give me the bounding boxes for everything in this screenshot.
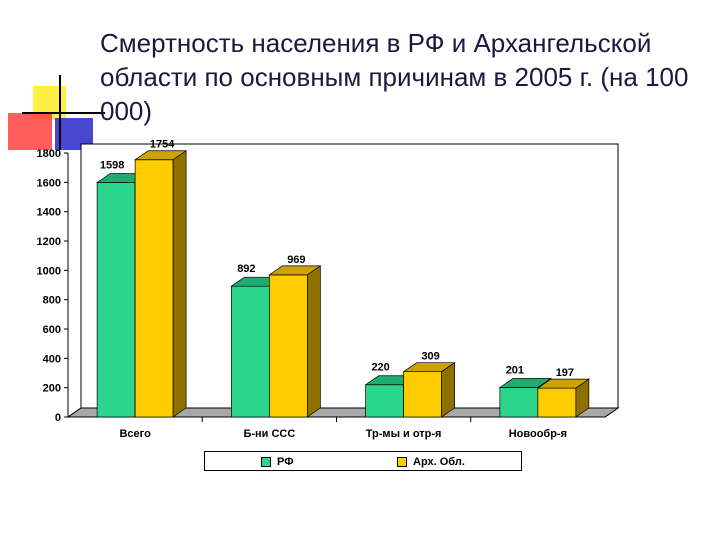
bar-front — [134, 159, 174, 418]
y-tick-label: 200 — [43, 383, 61, 395]
bar-front — [537, 387, 577, 418]
slide-title: Смертность населения в РФ и Архангельско… — [100, 28, 689, 126]
bar-front — [231, 285, 270, 418]
data-label: 969 — [287, 254, 305, 266]
data-label: 201 — [506, 365, 524, 377]
decorative-corner-squares — [8, 75, 105, 150]
chart-axes: 0 200 400 600 800 1000 1200 1400 1600 1800 Всего Б-… — [37, 143, 620, 440]
data-label: 892 — [237, 263, 255, 275]
bar-series-2 — [134, 150, 188, 418]
bar-series-2 — [268, 265, 322, 418]
legend-swatch-series-1 — [261, 457, 271, 467]
y-tick-label: 1000 — [37, 265, 61, 277]
chart-bars: 1598 1754 892 969 220 309 201 197 — [96, 139, 590, 418]
data-label: 1598 — [100, 160, 124, 172]
y-tick-label: 1400 — [37, 207, 61, 219]
x-category-label: Тр-мы и отр-я — [366, 428, 442, 440]
legend-label-series-2: Арх. Обл. — [413, 456, 465, 468]
y-tick-label: 1600 — [37, 177, 61, 189]
bar-front — [269, 274, 308, 418]
legend: РФ Арх. Обл. — [204, 451, 522, 471]
bar-front — [499, 387, 539, 418]
data-label: 197 — [556, 367, 574, 379]
bar-side — [307, 265, 321, 418]
bar-front — [403, 371, 442, 418]
bar-front — [365, 384, 404, 418]
y-tick-label: 800 — [43, 295, 61, 307]
y-tick-label: 600 — [43, 324, 61, 336]
data-label: 309 — [421, 351, 439, 363]
bar-front — [96, 182, 136, 418]
x-category-label: Б-ни ССС — [243, 428, 295, 440]
legend-item-series-1: РФ — [261, 455, 294, 469]
bar-side — [172, 150, 187, 418]
legend-swatch-series-2 — [397, 457, 407, 467]
legend-item-series-2: Арх. Обл. — [397, 455, 465, 469]
bar-series-2 — [536, 378, 590, 418]
deco-red-square — [8, 113, 52, 150]
y-tick-label: 0 — [55, 412, 61, 424]
bar-side — [441, 362, 455, 418]
x-category-label: Всего — [119, 428, 151, 440]
x-category-label: Новообр-я — [509, 428, 567, 440]
y-tick-label: 1200 — [37, 236, 61, 248]
bar-side — [575, 378, 590, 418]
data-label: 1754 — [150, 139, 175, 151]
legend-label-series-1: РФ — [277, 456, 294, 468]
y-tick-label: 400 — [43, 353, 61, 365]
y-tick-label: 1800 — [37, 148, 61, 160]
data-label: 220 — [371, 362, 389, 374]
bar-series-2 — [402, 362, 456, 418]
